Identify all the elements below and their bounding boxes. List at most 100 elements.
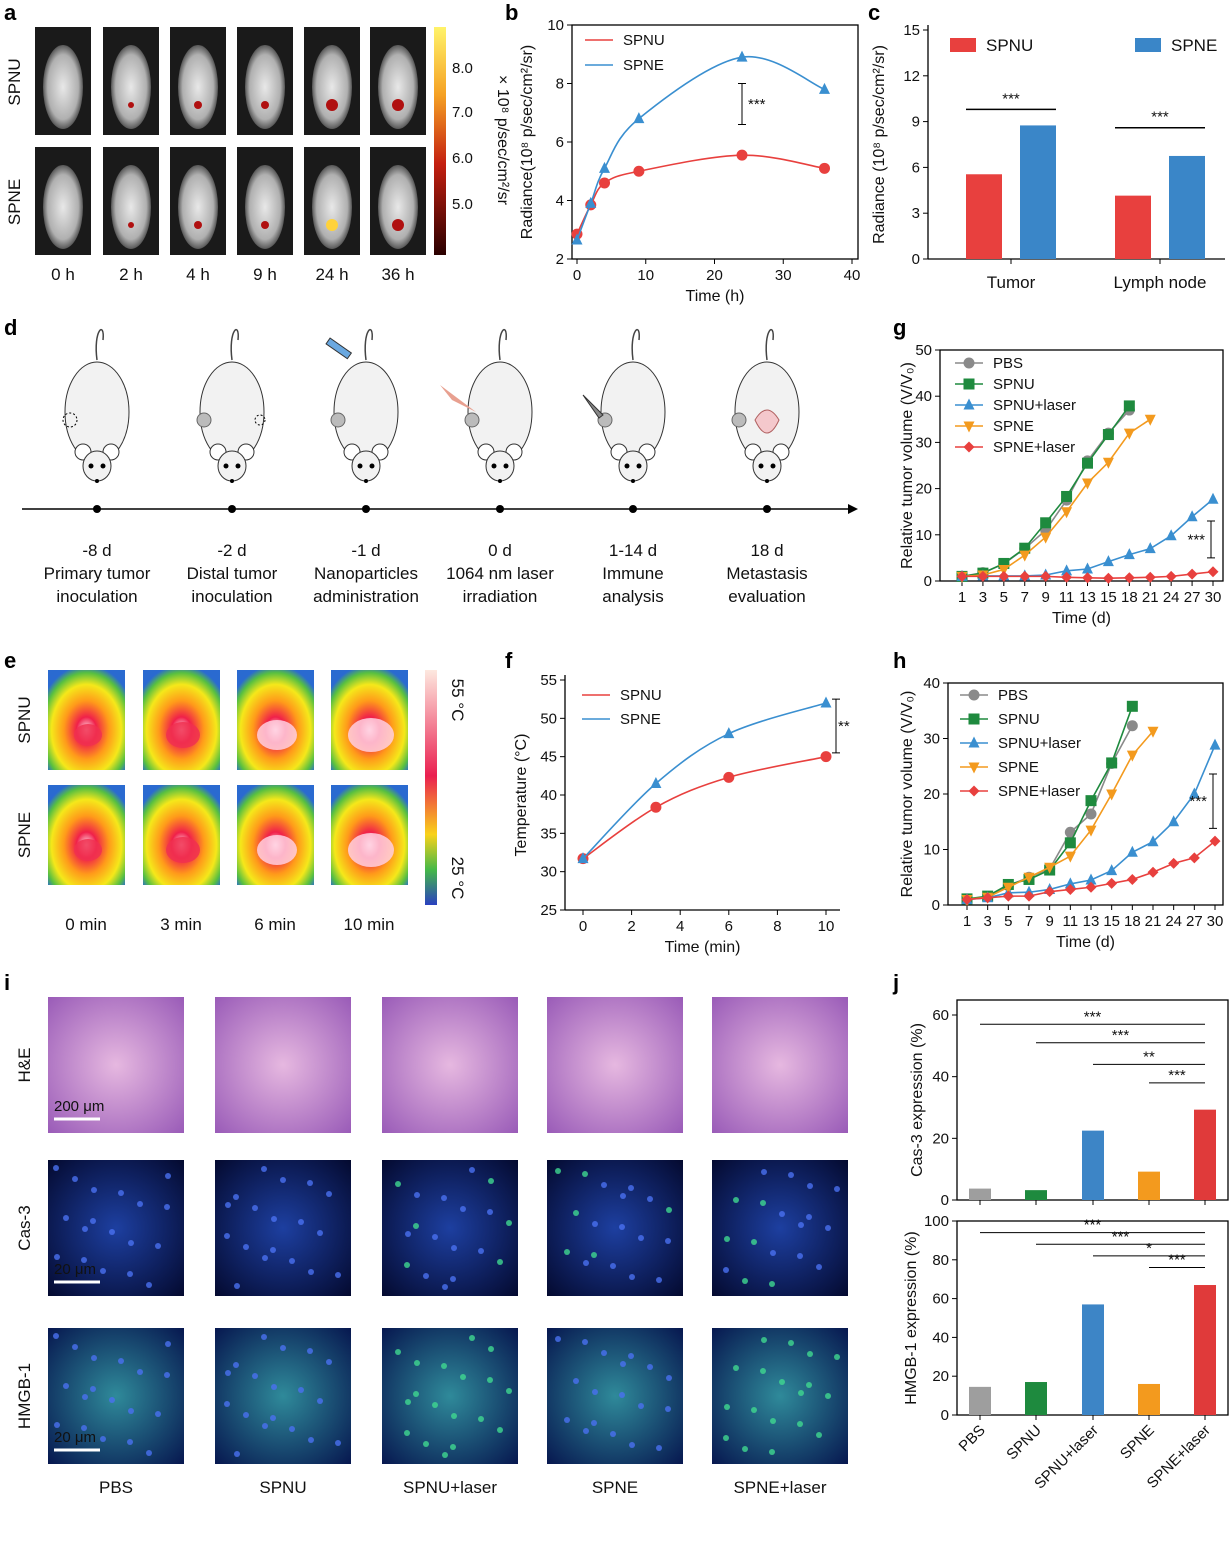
data-point (1002, 890, 1014, 902)
significance-label: *** (1187, 531, 1205, 548)
hotspot (74, 839, 102, 861)
x-tick-label: 40 (844, 267, 861, 284)
cell-nucleus (733, 1365, 739, 1371)
hotspot (166, 837, 200, 863)
event-day: 18 d (750, 541, 783, 560)
data-point (1061, 571, 1073, 583)
legend-label: SPNE (620, 711, 661, 728)
cell-nucleus (53, 1165, 59, 1171)
cell-nucleus (460, 1374, 466, 1380)
legend-label: SPNE (993, 418, 1034, 435)
bar-spnu-laser (1082, 1304, 1104, 1415)
cell-nucleus (137, 1369, 143, 1375)
imaging-photo (304, 27, 360, 135)
event-label: inoculation (191, 587, 272, 606)
data-point (650, 777, 662, 788)
scalpel-icon (582, 394, 604, 419)
panel-label-e: e (4, 648, 16, 673)
cell-nucleus (53, 1333, 59, 1339)
x-tick-label: 20 (706, 267, 723, 284)
event-day: 0 d (488, 541, 512, 560)
mouse-tail (498, 328, 507, 361)
x-tick-label: 3 (983, 913, 991, 930)
time-label: 0 min (65, 915, 107, 934)
row-label: Cas-3 (15, 1205, 34, 1250)
timeline-point (496, 505, 504, 513)
cell-nucleus (91, 1355, 97, 1361)
data-point (1106, 789, 1118, 801)
micrograph (547, 997, 683, 1133)
imaging-photo (237, 147, 293, 255)
cell-nucleus (165, 1173, 171, 1179)
cell-nucleus (601, 1350, 607, 1356)
chart-h (943, 682, 1224, 910)
x-tick-label: 27 (1186, 913, 1203, 930)
primary-tumor (330, 412, 346, 428)
x-tick-label: 21 (1145, 913, 1162, 930)
micrograph-image (382, 997, 518, 1133)
y-tick-label: 40 (915, 388, 932, 405)
chart-g (935, 349, 1224, 586)
cell-nucleus (487, 1209, 493, 1215)
micrograph (48, 997, 184, 1133)
cell-nucleus (155, 1243, 161, 1249)
y-tick-label: 4 (556, 193, 564, 210)
imaging-photo (170, 27, 226, 135)
cell-nucleus (441, 1363, 447, 1369)
cell-nucleus (234, 1451, 240, 1457)
cell-nucleus (592, 1221, 598, 1227)
legend-marker (963, 398, 975, 410)
series-spne (961, 726, 1159, 906)
cell-nucleus (308, 1269, 314, 1275)
bar-spne-laser (1194, 1285, 1216, 1415)
data-point (961, 893, 973, 905)
y-axis-label: Temperature (°C) (513, 734, 530, 857)
x-tick-label: 0 (579, 918, 587, 935)
cell-nucleus (165, 1341, 171, 1347)
x-tick-label: 18 (1124, 913, 1141, 930)
legend-marker (963, 378, 975, 390)
data-point (820, 696, 832, 708)
data-point (1061, 490, 1073, 502)
cell-nucleus (413, 1391, 419, 1397)
chart-j-bottom (952, 1220, 1229, 1420)
primary-tumor (731, 412, 747, 428)
cell-nucleus (591, 1420, 597, 1426)
data-point (1168, 815, 1180, 827)
significance-label: *** (1189, 793, 1207, 810)
cell-nucleus (270, 1247, 276, 1253)
data-point (1085, 808, 1097, 820)
cell-nucleus (243, 1412, 249, 1418)
x-tick-label: Lymph node (1114, 273, 1207, 292)
cell-nucleus (252, 1373, 258, 1379)
micrograph (712, 1328, 848, 1464)
mouse-eye (223, 463, 229, 469)
data-point (723, 771, 735, 783)
cell-nucleus (450, 1276, 456, 1282)
cell-nucleus (724, 1404, 730, 1410)
thermal-photo (143, 670, 220, 770)
cell-nucleus (289, 1258, 295, 1264)
legend-marker (963, 421, 975, 433)
data-point (1207, 566, 1219, 578)
mouse-nose (364, 479, 368, 483)
column-label: SPNE (592, 1478, 638, 1497)
row-label-spne: SPNE (5, 179, 24, 225)
data-point (1126, 845, 1138, 857)
cell-nucleus (72, 1176, 78, 1182)
x-tick-label: 2 (627, 918, 635, 935)
significance-bracket (1209, 773, 1217, 829)
cell-nucleus (647, 1196, 653, 1202)
cell-nucleus (806, 1382, 812, 1388)
x-tick-label: 18 (1121, 589, 1138, 606)
mouse-silhouette (378, 45, 418, 129)
mouse-body (467, 361, 533, 463)
cell-nucleus (225, 1370, 231, 1376)
legend-label: SPNE (1171, 36, 1217, 55)
micrograph-image (48, 997, 184, 1133)
timeline-point (362, 505, 370, 513)
series-spne-laser (956, 566, 1219, 584)
signal-spot (128, 222, 134, 228)
hotspot (166, 722, 200, 748)
data-point (1040, 517, 1052, 529)
